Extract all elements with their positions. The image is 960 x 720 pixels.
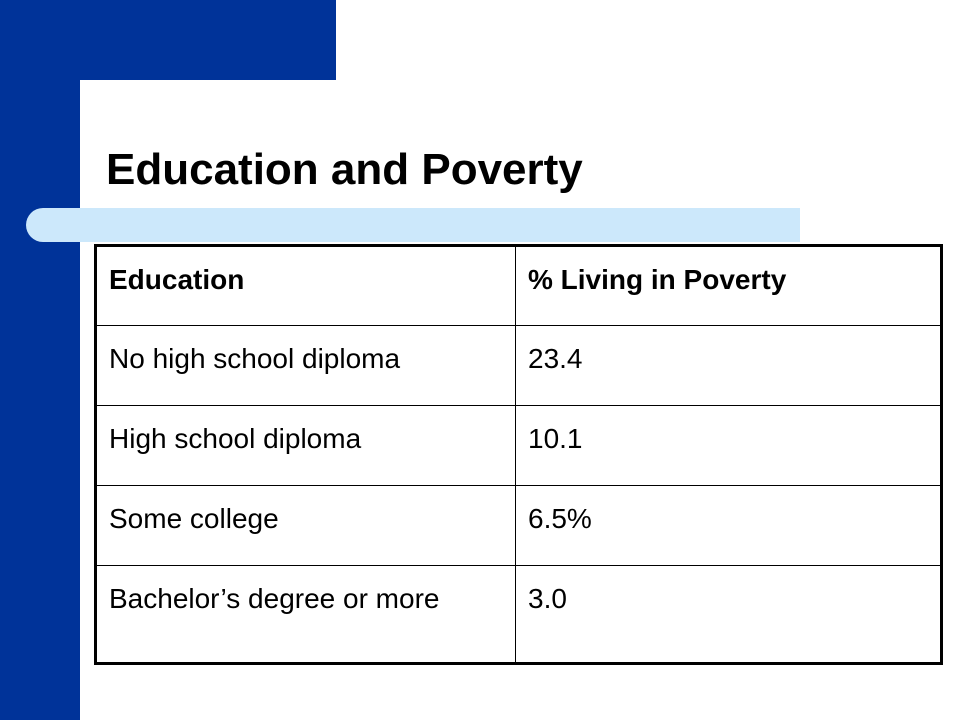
cell-poverty-percent: 6.5%: [515, 485, 942, 566]
table-row: Some college 6.5%: [95, 485, 942, 566]
header-percent-poverty: % Living in Poverty: [515, 245, 942, 326]
cell-education-level: Bachelor’s degree or more: [95, 565, 516, 664]
header-education: Education: [95, 245, 516, 326]
cell-education-level: Some college: [95, 485, 516, 566]
table-row: High school diploma 10.1: [95, 405, 942, 486]
table-row: No high school diploma 23.4: [95, 325, 942, 406]
cell-education-level: No high school diploma: [95, 325, 516, 406]
cell-poverty-percent: 23.4: [515, 325, 942, 406]
cell-education-level: High school diploma: [95, 405, 516, 486]
education-poverty-table: Education % Living in Poverty No high sc…: [94, 244, 943, 665]
table-header-row: Education % Living in Poverty: [95, 245, 942, 326]
slide-title: Education and Poverty: [106, 145, 583, 194]
title-underline-stripe: [26, 208, 800, 242]
cell-poverty-percent: 10.1: [515, 405, 942, 486]
table-row: Bachelor’s degree or more 3.0: [95, 565, 942, 664]
top-blue-block: [0, 0, 336, 80]
left-blue-sidebar: [0, 0, 80, 720]
cell-poverty-percent: 3.0: [515, 565, 942, 664]
